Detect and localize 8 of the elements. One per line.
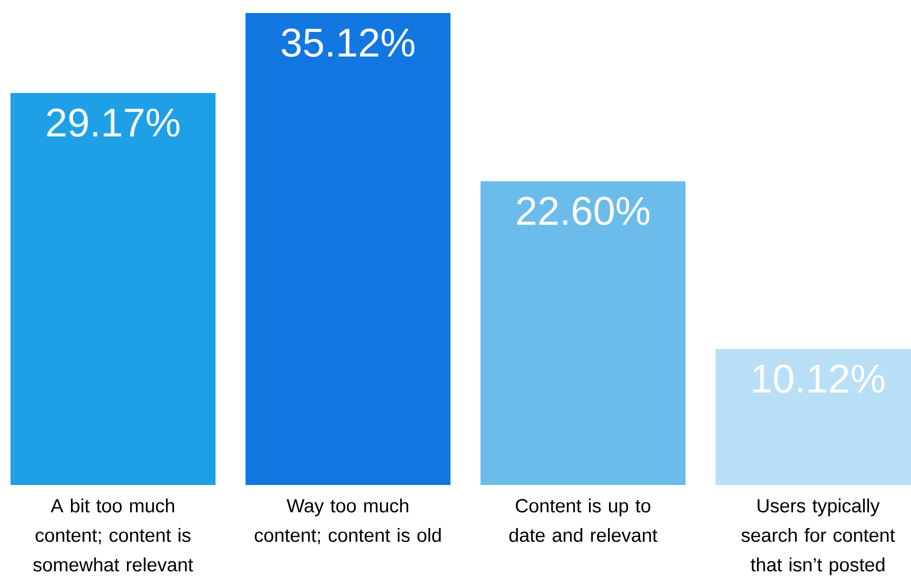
data-label: 22.60% — [517, 196, 650, 226]
data-label: 10.12% — [753, 364, 884, 393]
x-tick-label: A bit too much content; content is somewhat relevant — [33, 498, 194, 572]
data-label: 29.17% — [47, 108, 180, 137]
data-label: 35.12% — [282, 28, 414, 57]
x-tick-label: Users typically search for content that isn’t posted — [741, 498, 895, 576]
x-tick-label: Way too much content; content is old — [254, 498, 441, 544]
x-tick-label: Content is up to date and relevant — [509, 498, 658, 542]
